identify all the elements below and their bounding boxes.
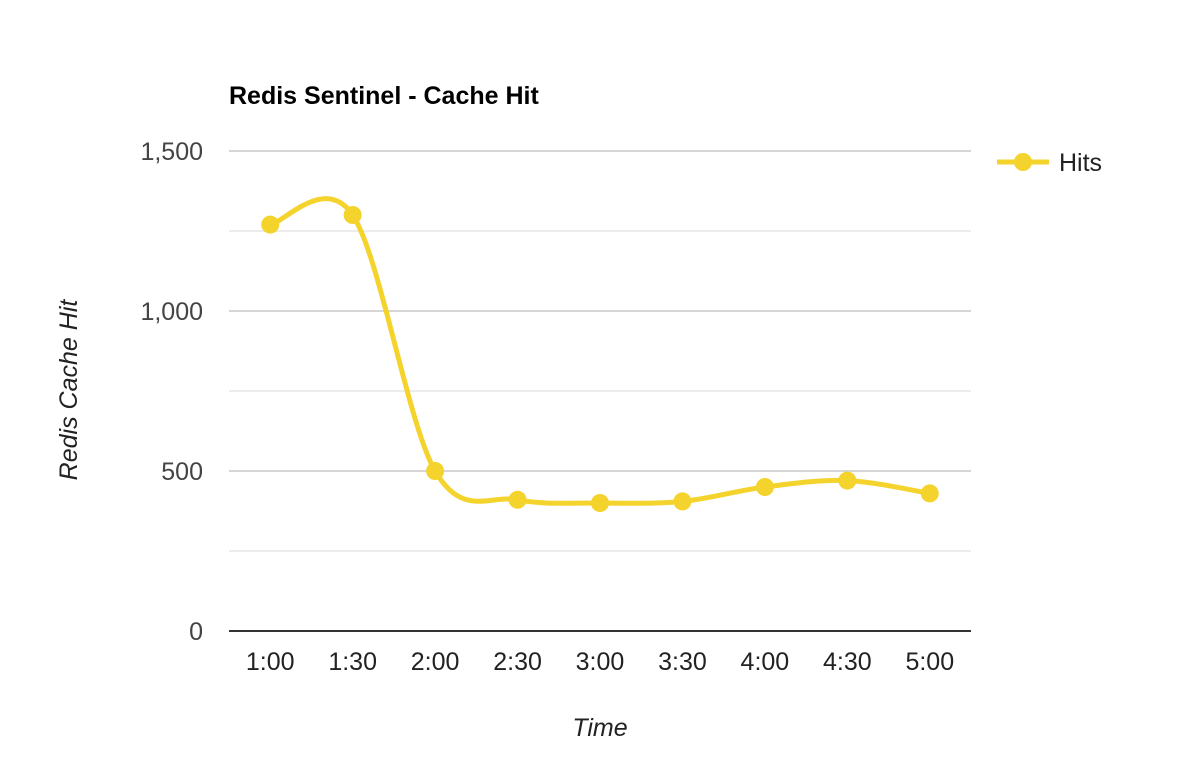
series-line-hits [267,196,933,506]
x-tick-label: 2:30 [493,648,542,676]
series-layer [261,196,939,512]
legend-label-hits: Hits [1059,149,1102,177]
x-tick-label: 3:30 [658,648,707,676]
legend-swatch-marker [1014,153,1032,171]
data-point[interactable] [920,484,939,503]
y-axis-ticks: 0 500 1,000 1,500 [140,138,203,646]
data-point[interactable] [343,206,362,224]
x-axis-ticks: 1:00 1:30 2:00 2:30 3:00 3:30 4:00 4:30 5:00 [246,648,954,676]
data-point[interactable] [508,490,527,509]
y-axis-label: Redis Cache Hit [55,299,83,481]
data-point[interactable] [838,471,857,490]
x-tick-label: 1:30 [328,648,377,676]
data-point[interactable] [261,215,280,234]
data-point[interactable] [755,478,774,496]
x-tick-label: 1:00 [246,648,295,676]
data-point[interactable] [591,494,609,512]
x-axis-label: Time [572,714,627,742]
y-tick-label: 1,500 [140,138,203,166]
x-tick-label: 5:00 [905,648,954,676]
x-tick-label: 4:30 [823,648,872,676]
x-tick-label: 3:00 [576,648,625,676]
gridlines [229,150,971,552]
x-tick-label: 2:00 [411,648,460,676]
x-tick-label: 4:00 [741,648,790,676]
y-tick-label: 1,000 [140,298,203,326]
legend: Hits [997,149,1102,177]
chart-title: Redis Sentinel - Cache Hit [229,82,539,110]
data-point[interactable] [673,492,692,511]
data-point[interactable] [426,462,445,480]
y-tick-label: 0 [189,618,203,646]
y-tick-label: 500 [161,458,203,486]
